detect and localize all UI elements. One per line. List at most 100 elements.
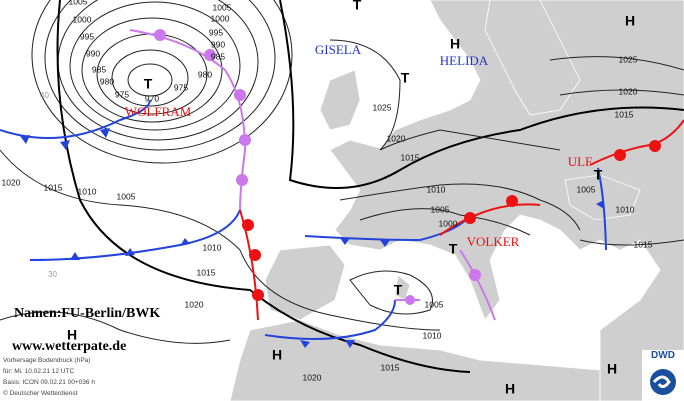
land (264, 244, 346, 321)
map-shape (596, 200, 604, 209)
isobar-labels: 1005 1000 995 990 985 980 975 970 975 98… (2, 0, 653, 382)
map-label: T (449, 241, 458, 257)
map-label: 1015 (634, 239, 653, 249)
map-label: 1025 (373, 102, 392, 112)
map-shape (0, 99, 151, 139)
dwd-logo: DWD (642, 350, 684, 401)
map-shape (380, 240, 390, 247)
map-label: 980 (198, 69, 212, 79)
map-label: H (625, 13, 635, 29)
map-label: 990 (86, 48, 100, 58)
map-label: T (353, 0, 362, 13)
map-label: 1000 (73, 14, 92, 24)
map-label: 980 (100, 76, 114, 86)
map-label: 995 (209, 27, 223, 37)
map-label: 1000 (439, 218, 458, 228)
map-label: 1005 (69, 0, 88, 6)
map-shape (469, 269, 481, 281)
map-label: T (394, 282, 403, 298)
map-shape (0, 149, 441, 331)
land (319, 69, 361, 131)
map-label: 1015 (615, 109, 634, 119)
land (229, 319, 601, 401)
group (242, 140, 661, 301)
map-shape (549, 56, 684, 71)
map-shape (345, 340, 355, 348)
map-label: 1015 (44, 182, 63, 192)
map-shape (304, 214, 471, 242)
map-label: 1005 (117, 191, 136, 201)
map-label: 1020 (303, 372, 322, 382)
map-shape (650, 369, 676, 395)
map-shape (236, 174, 248, 186)
map-shape (180, 238, 190, 246)
map-shape (127, 63, 173, 97)
map-label: HELIDA (440, 53, 489, 68)
map-shape (506, 195, 518, 207)
map-shape (252, 289, 264, 301)
map-shape (300, 340, 310, 348)
map-shape (234, 89, 246, 101)
map-label: Vorhersage Bodendruck (hPa) (3, 357, 90, 364)
map-shape (652, 375, 671, 389)
map-label: 1010 (78, 186, 97, 196)
map-label: für: Mi. 10.02.21 12 UTC (3, 368, 74, 375)
map-shape (459, 249, 496, 321)
map-shape (125, 248, 135, 256)
map-shape (649, 140, 661, 152)
map-shape (439, 203, 541, 236)
map-label: ULF (568, 154, 593, 169)
map-label: 1010 (427, 184, 446, 194)
map-shape (242, 219, 254, 231)
map-shape (81, 17, 223, 123)
map-shape (100, 128, 110, 138)
group (154, 29, 481, 305)
map-label: 1020 (2, 177, 21, 187)
map-shape (464, 212, 476, 224)
map-label: 1005 (213, 2, 232, 12)
map-label: 1005 (431, 204, 450, 214)
map-shape (614, 149, 626, 161)
map-shape (239, 134, 251, 146)
map-label: T (594, 167, 603, 183)
map-shape (29, 209, 241, 261)
map-label: T (401, 70, 410, 86)
map-label: WOLFRAM (125, 104, 192, 119)
map-label: © Deutscher Wetterdienst (3, 389, 78, 397)
map-shape (111, 49, 189, 107)
map-shape (0, 311, 231, 344)
map-label: H (67, 327, 77, 343)
map-shape (31, 0, 293, 164)
map-label: 985 (211, 51, 225, 61)
map-label: H (505, 381, 515, 397)
map-label: 995 (80, 31, 94, 41)
map-shape (204, 49, 216, 61)
map-label: 1020 (619, 86, 638, 96)
map-label: 1000 (211, 13, 230, 23)
pressure-centers: T T H T H T T H H H H T (67, 0, 635, 397)
map-label: H (607, 361, 617, 377)
map-shape (44, 0, 276, 151)
map-shape (20, 135, 30, 144)
map-shape (405, 295, 415, 305)
map-label: 1010 (423, 330, 442, 340)
map-label: 1015 (401, 152, 420, 162)
map-label: 975 (115, 89, 129, 99)
map-shape (559, 89, 684, 96)
credits-names: Namen:FU-Berlin/BWK (14, 306, 160, 321)
map-label: H (450, 36, 460, 52)
map-label: T (144, 76, 153, 92)
map-label: DWD (651, 350, 675, 361)
map-label: 1015 (381, 362, 400, 372)
map-shape (359, 208, 531, 236)
map-shape (56, 0, 471, 373)
map-label: 1020 (387, 133, 406, 143)
credits-website: www.wetterpate.de (12, 339, 126, 354)
map-label: 970 (145, 93, 159, 103)
map-label: GISELA (315, 42, 362, 57)
map-label: 1010 (616, 204, 635, 214)
map-label: 1005 (425, 299, 444, 309)
map-shape (264, 299, 396, 340)
map-label: 990 (211, 39, 225, 49)
